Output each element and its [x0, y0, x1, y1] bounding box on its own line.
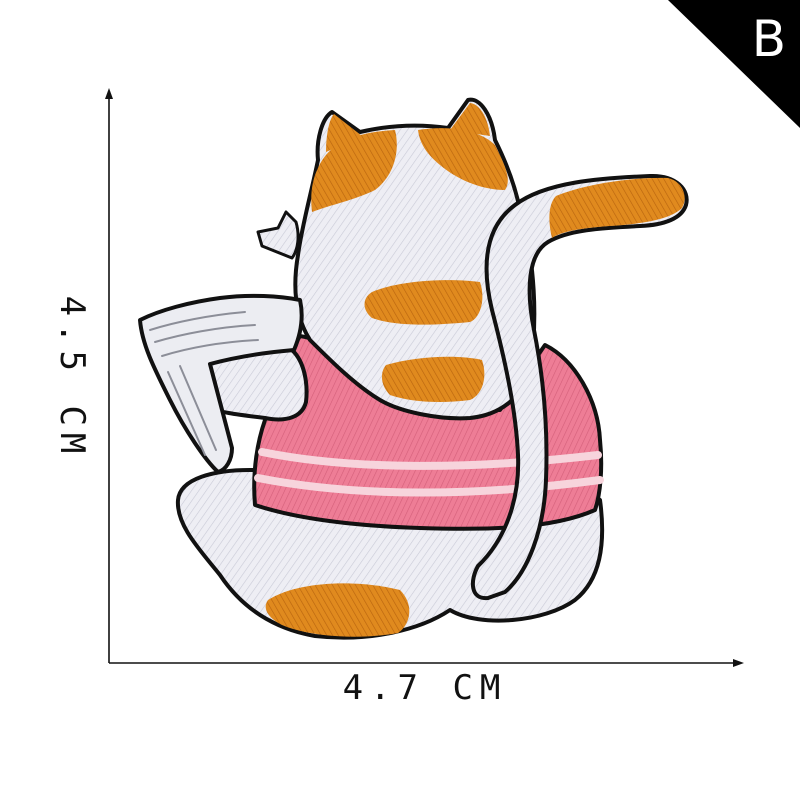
right-ear — [450, 103, 490, 136]
whisker-tuft — [256, 210, 300, 260]
head-patch-left — [311, 130, 397, 212]
corner-flag — [668, 0, 800, 128]
left-ear — [326, 114, 362, 152]
book — [138, 293, 304, 474]
height-dimension-label: 4.5 CM — [52, 295, 92, 461]
book-pages — [149, 311, 259, 456]
back-stripe-1 — [364, 280, 483, 325]
foot-patch — [265, 583, 410, 637]
cat-patch — [138, 97, 689, 640]
dimension-arrows — [105, 88, 744, 667]
corner-label: B — [751, 10, 786, 68]
back-stripe-2 — [381, 356, 485, 403]
head-patch-right — [418, 128, 508, 190]
tail-tip — [549, 177, 685, 238]
width-dimension-label: 4.7 CM — [342, 668, 508, 708]
